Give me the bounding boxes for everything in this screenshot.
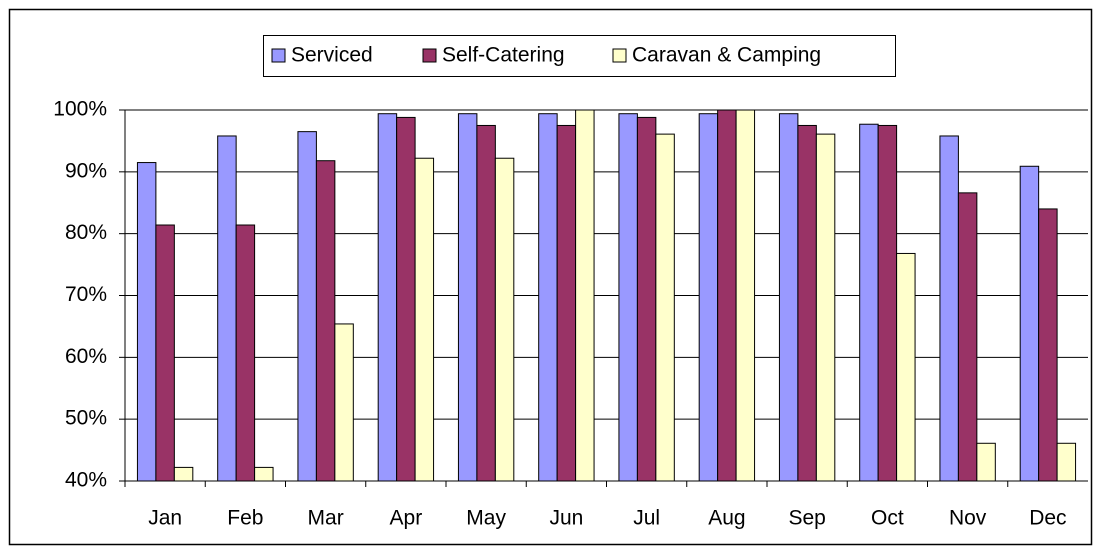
bar <box>778 113 799 482</box>
bar <box>173 466 194 482</box>
bar <box>859 123 879 482</box>
bar <box>235 224 256 482</box>
bar <box>877 124 898 482</box>
bar <box>896 252 916 482</box>
x-tick-label: Nov <box>949 507 987 530</box>
bar <box>575 109 595 482</box>
x-tick-label: Jan <box>148 507 182 530</box>
legend-swatch <box>612 48 627 63</box>
y-tick-label: 40% <box>65 469 107 492</box>
x-tick-label: Feb <box>227 507 263 530</box>
legend-swatch <box>271 48 286 63</box>
bar <box>538 113 558 482</box>
bar <box>939 135 959 482</box>
x-tick-label: Oct <box>871 507 904 530</box>
bar <box>636 116 657 482</box>
x-tick-label: May <box>466 507 506 530</box>
bar <box>136 162 157 482</box>
bar <box>717 109 737 482</box>
y-tick-label: 90% <box>65 159 107 182</box>
x-tick-label: Sep <box>788 507 825 530</box>
bar <box>377 113 398 482</box>
bar <box>334 323 354 482</box>
legend-label: Self-Catering <box>442 44 565 67</box>
legend-box <box>263 35 896 77</box>
bar <box>155 224 175 482</box>
bar <box>815 133 836 482</box>
bar <box>1056 442 1077 482</box>
bar <box>1038 208 1058 482</box>
legend-label: Serviced <box>291 44 373 67</box>
y-tick-label: 70% <box>65 283 107 306</box>
x-tick-label: Jul <box>633 507 660 530</box>
bar <box>396 116 416 482</box>
x-tick-label: Mar <box>308 507 344 530</box>
bar <box>797 124 817 482</box>
bar <box>457 113 478 482</box>
x-tick-label: Aug <box>708 507 745 530</box>
y-tick-label: 60% <box>65 345 107 368</box>
legend-swatch <box>422 48 437 63</box>
x-tick-label: Jun <box>549 507 583 530</box>
bar <box>976 442 996 482</box>
bar <box>476 124 496 482</box>
bar <box>655 133 675 482</box>
bar <box>315 160 336 482</box>
bar <box>414 157 435 482</box>
bar <box>297 131 317 482</box>
y-tick-label: 80% <box>65 221 107 244</box>
x-tick-label: Dec <box>1029 507 1066 530</box>
bar <box>217 135 237 482</box>
bar <box>494 157 515 482</box>
legend-label: Caravan & Camping <box>632 44 821 67</box>
x-tick-label: Apr <box>390 507 423 530</box>
bar <box>735 109 756 482</box>
y-tick-label: 50% <box>65 407 107 430</box>
bar <box>254 466 274 482</box>
bar <box>957 192 978 482</box>
bar <box>556 124 577 482</box>
y-tick-label: 100% <box>53 98 107 121</box>
bar <box>698 113 719 482</box>
bar <box>1019 165 1040 482</box>
bar <box>618 113 638 482</box>
